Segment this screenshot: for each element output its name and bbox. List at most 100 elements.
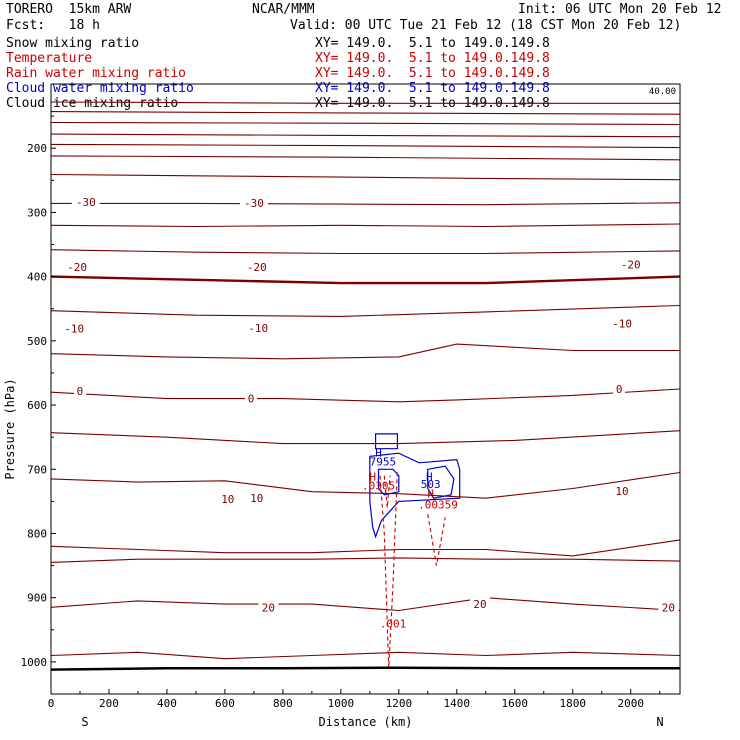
max-annotation: 7955 (370, 456, 397, 469)
isotherm-line (50, 557, 681, 563)
isotherm-line (50, 249, 681, 255)
isotherm-label-bg (239, 195, 268, 209)
max-annotation: 503 (421, 478, 441, 491)
isotherm-line (50, 651, 681, 660)
legend-rain-xs: XY= 149.0. 5.1 to 149.0.149.8 (315, 66, 550, 81)
isotherm-label: -10 (64, 323, 84, 336)
isotherm-line (50, 388, 681, 403)
max-annotation: .0305 (362, 479, 395, 492)
isotherm-line (50, 133, 681, 138)
isotherm-label-bg (73, 383, 86, 397)
x-tick-label: 1800 (560, 697, 587, 710)
isotherm-label: 10 (615, 485, 628, 498)
max-annotation: .001 (380, 617, 407, 630)
isotherm-label: -20 (67, 261, 87, 274)
y-tick-label: 1000 (21, 656, 48, 669)
model-title: TORERO 15km ARW (6, 2, 132, 17)
y-tick-label: 600 (27, 399, 47, 412)
isotherm-label-bg (60, 321, 89, 335)
isotherm-line (50, 343, 680, 360)
isotherm-label: -20 (621, 258, 641, 271)
isotherm-label: -10 (612, 318, 632, 331)
legend-cloudwater-xs: XY= 149.0. 5.1 to 149.0.149.8 (315, 81, 550, 96)
isotherm-label-bg (608, 316, 637, 330)
y-tick-label: 400 (27, 271, 47, 284)
x-tick-label: 1600 (502, 697, 529, 710)
isotherm-label: 20 (473, 598, 486, 611)
x-tick-label: 200 (99, 697, 119, 710)
isotherm-label-bg (242, 260, 271, 273)
isotherm-line (50, 471, 681, 499)
isotherm-label-bg (616, 257, 645, 271)
isotherm-label-bg (217, 491, 238, 505)
max-annotation: .00359 (418, 499, 458, 512)
corner-label: 40.00 (649, 87, 676, 97)
isotherm-line (50, 539, 681, 557)
center-name: NCAR/MMM (252, 2, 315, 17)
isotherm-label: -10 (248, 322, 268, 335)
isotherm-label: 10 (221, 493, 234, 506)
y-tick-label: 300 (27, 206, 47, 219)
isotherm-line (50, 304, 681, 317)
isotherm-line (50, 155, 681, 161)
isotherm-label-bg (258, 600, 279, 614)
isotherm-label: 0 (616, 383, 623, 396)
south-label: S (81, 715, 88, 729)
y-tick-label: 500 (27, 335, 47, 348)
isotherm-label: -30 (244, 197, 264, 210)
cloud-water-contour (427, 465, 455, 499)
x-axis-label: Distance (km) (319, 715, 413, 729)
isotherm-label: -20 (247, 261, 267, 274)
isotherm-label: 0 (248, 393, 255, 406)
plot-frame (50, 83, 681, 695)
isotherm-line (50, 275, 681, 285)
isotherm-line (50, 430, 681, 445)
isotherm-label: 0 (77, 385, 84, 398)
x-tick-label: 400 (157, 697, 177, 710)
isotherm-label-bg (612, 484, 633, 498)
y-tick-label: 900 (27, 592, 47, 605)
isotherm-label: 20 (262, 601, 275, 614)
max-annotation: H (427, 488, 434, 501)
isotherm-line (50, 121, 681, 126)
isotherm-label-bg (469, 597, 490, 611)
ground-surface-line (50, 666, 680, 671)
isotherm-line (50, 223, 681, 228)
isotherm-label-bg (71, 195, 100, 209)
max-annotation: H (375, 447, 382, 460)
isotherm-line (50, 111, 681, 115)
isotherm-line (50, 173, 681, 181)
legend-rain-label: Rain water mixing ratio (6, 66, 187, 81)
legend-snow-xs: XY= 149.0. 5.1 to 149.0.149.8 (315, 36, 550, 51)
isotherm-line (50, 143, 681, 149)
rain-water-contour (427, 514, 446, 566)
valid-time: Valid: 00 UTC Tue 21 Feb 12 (18 CST Mon … (290, 18, 682, 33)
cloud-water-contour (369, 452, 461, 539)
y-tick-label: 800 (27, 527, 47, 540)
rain-water-contour (379, 469, 398, 669)
y-tick-label: 200 (27, 142, 47, 155)
forecast-hour: Fcst: 18 h (6, 18, 100, 33)
isotherm-line (50, 597, 681, 612)
y-tick-label: 700 (27, 463, 47, 476)
x-tick-label: 800 (273, 697, 293, 710)
isotherm-label-bg (245, 391, 258, 405)
x-tick-label: 2000 (617, 697, 644, 710)
max-annotation: H (369, 470, 376, 483)
x-tick-label: 1200 (386, 697, 413, 710)
isotherm-label: 10 (250, 492, 263, 505)
max-annotation: H (426, 470, 433, 483)
rain-water-contour (383, 475, 391, 508)
isotherm-label-bg (613, 382, 626, 395)
x-tick-label: 1000 (328, 697, 355, 710)
legend-temp-label: Temperature (6, 51, 93, 66)
legend-snow-label: Snow mixing ratio (6, 36, 140, 51)
isotherm-label-bg (246, 491, 267, 505)
cloud-water-contour (375, 433, 398, 450)
x-tick-label: 0 (48, 697, 55, 710)
x-tick-label: 600 (215, 697, 235, 710)
isotherm-label: 20 (662, 601, 675, 614)
isotherm-label-bg (244, 321, 273, 334)
legend-temp-xs: XY= 149.0. 5.1 to 149.0.149.8 (315, 51, 550, 66)
